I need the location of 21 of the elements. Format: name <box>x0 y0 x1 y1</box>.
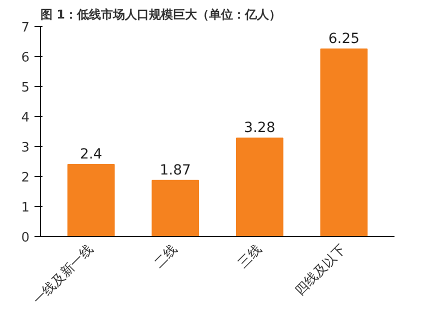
y-tick-label: 4 <box>21 110 30 126</box>
y-tick-label: 0 <box>21 230 30 246</box>
bar <box>320 48 368 236</box>
bar <box>67 164 115 236</box>
data-label: 6.25 <box>328 31 360 47</box>
x-tick-label: 二线 <box>152 242 181 272</box>
data-label: 2.4 <box>80 146 102 162</box>
data-label: 1.87 <box>160 162 191 178</box>
y-tick-label: 3 <box>21 140 30 156</box>
bar <box>236 138 284 236</box>
y-tick-label: 2 <box>21 170 30 186</box>
chart-title: 图 1：低线市场人口规模巨大（单位：亿人） <box>40 8 282 22</box>
y-tick-label: 1 <box>21 200 30 216</box>
y-tick-label: 6 <box>21 50 30 66</box>
y-tick-label: 5 <box>21 80 30 96</box>
x-tick-label: 四线及以下 <box>292 242 350 299</box>
x-tick-label: 三线 <box>236 242 265 272</box>
bar <box>152 180 200 236</box>
y-tick-label: 7 <box>21 20 30 36</box>
data-label: 3.28 <box>244 120 276 136</box>
x-tick-label: 一线及新一线 <box>30 242 96 308</box>
